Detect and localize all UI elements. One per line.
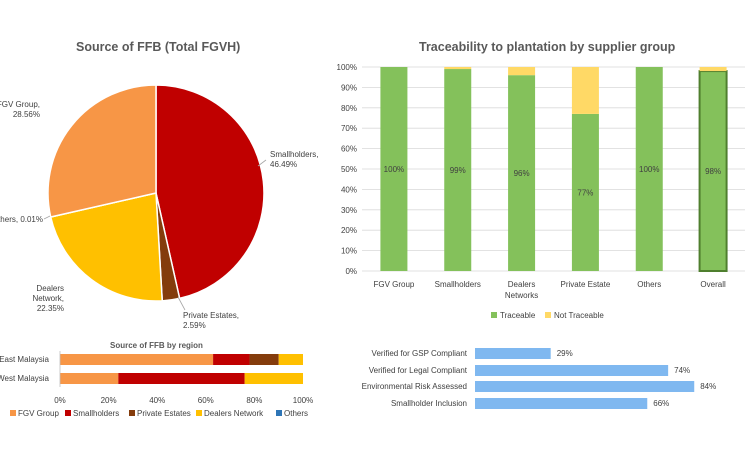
bar-data-label: 99% xyxy=(450,166,466,175)
compliance-data-label: 74% xyxy=(674,366,690,375)
pie-label-smallholders: Smallholders, xyxy=(270,150,318,159)
region-chart: East Malaysia West Malaysia 0% 20% 40% 60% 80%… xyxy=(0,351,313,418)
legend-label: Not Traceable xyxy=(554,311,604,320)
compliance-bar-label: Verified for Legal Compliant xyxy=(369,366,468,375)
region-legend-swatch-private-estates xyxy=(129,410,135,416)
region-legend-label: Smallholders xyxy=(73,409,119,418)
x-tick-label: Private Estate xyxy=(561,280,611,289)
pie-chart: Smallholders,46.49% Private Estates,2.59%… xyxy=(0,84,318,330)
bar-traceable-dealers xyxy=(508,75,536,271)
y-tick-label: 10% xyxy=(341,247,357,256)
bar-data-label: 100% xyxy=(384,165,404,174)
y-tick-label: 60% xyxy=(341,145,357,154)
pie-label-dealers-network: 22.35% xyxy=(37,304,64,313)
region-row-label: West Malaysia xyxy=(0,374,50,383)
legend-label: Traceable xyxy=(500,311,536,320)
legend-swatch-not-traceable xyxy=(545,312,551,318)
compliance-bar-verified-for-legal-compliant xyxy=(475,365,669,376)
legend-swatch-traceable xyxy=(491,312,497,318)
compliance-bar-label: Smallholder Inclusion xyxy=(391,399,467,408)
region-legend-swatch-smallholders xyxy=(65,410,71,416)
pie-slice-smallholders xyxy=(155,84,265,300)
pie-slice-fgv-group xyxy=(47,84,157,218)
pie-label-dealers-network: Network, xyxy=(32,294,64,303)
pie-label-fgv-group: 28.56% xyxy=(13,110,40,119)
region-chart-title: Source of FFB by region xyxy=(110,341,203,350)
pie-leader-smallholders xyxy=(257,159,267,167)
traceability-chart-title: Traceability to plantation by supplier g… xyxy=(419,40,676,54)
y-tick-label: 80% xyxy=(341,104,357,113)
x-tick-label: Overall xyxy=(700,280,726,289)
compliance-data-label: 29% xyxy=(557,349,573,358)
region-bar-fgv-group xyxy=(60,354,214,365)
region-bar-smallholders xyxy=(213,354,250,365)
compliance-chart: Verified for GSP Compliant 29% Verified fo… xyxy=(362,348,716,409)
x-tick-label: Others xyxy=(637,280,661,289)
bar-not-traceable-smallholders xyxy=(444,67,472,70)
y-tick-label: 20% xyxy=(341,226,357,235)
bar-data-label: 96% xyxy=(514,169,530,178)
region-bar-smallholders xyxy=(118,373,245,384)
region-x-tick-label: 40% xyxy=(149,396,165,405)
x-tick-label: Dealers xyxy=(508,280,536,289)
y-tick-label: 70% xyxy=(341,124,357,133)
compliance-bar-label: Environmental Risk Assessed xyxy=(362,382,467,391)
region-legend-label: Private Estates xyxy=(137,409,191,418)
pie-leader-others xyxy=(43,215,51,220)
y-tick-label: 40% xyxy=(341,185,357,194)
region-legend-label: Others xyxy=(284,409,308,418)
region-x-tick-label: 60% xyxy=(198,396,214,405)
pie-label-private-estates: Private Estates, xyxy=(183,311,239,320)
region-bar-fgv-group xyxy=(60,373,119,384)
traceability-chart: 0% 10% 20% 30% 40% 50% 60% 70% 80% 90% 100% 100% FGV… xyxy=(337,63,745,320)
compliance-bar-verified-for-gsp-compliant xyxy=(475,348,551,359)
y-tick-label: 90% xyxy=(341,83,357,92)
bar-traceable-fgv-group xyxy=(380,67,408,271)
x-tick-label: FGV Group xyxy=(373,280,414,289)
region-row-label: East Malaysia xyxy=(0,355,50,364)
compliance-bar-environmental-risk-assessed xyxy=(475,381,695,392)
region-bar-dealers-network xyxy=(278,354,303,365)
bar-data-label: 77% xyxy=(577,188,593,197)
pie-leader-private-estates xyxy=(177,296,186,311)
region-legend-label: FGV Group xyxy=(18,409,59,418)
bar-traceable-smallholders xyxy=(444,69,472,271)
region-x-tick-label: 100% xyxy=(293,396,313,405)
bar-not-traceable-private-estate xyxy=(571,67,599,114)
region-x-tick-label: 20% xyxy=(101,396,117,405)
region-bar-dealers-network xyxy=(244,373,303,384)
y-tick-label: 100% xyxy=(337,63,357,72)
pie-label-dealers-network: Dealers xyxy=(36,284,64,293)
compliance-bar-smallholder-inclusion xyxy=(475,398,648,409)
pie-label-fgv-group: FGV Group, xyxy=(0,100,40,109)
region-legend-swatch-dealers-network xyxy=(196,410,202,416)
pie-label-private-estates: 2.59% xyxy=(183,321,206,330)
bar-traceable-overall xyxy=(698,70,728,272)
x-tick-label: Networks xyxy=(505,291,538,300)
pie-label-smallholders: 46.49% xyxy=(270,160,297,169)
y-tick-label: 0% xyxy=(345,267,357,276)
pie-chart-title: Source of FFB (Total FGVH) xyxy=(76,40,241,54)
region-bar-private-estates xyxy=(249,354,279,365)
x-tick-label: Smallholders xyxy=(435,280,481,289)
bar-not-traceable-dealers xyxy=(508,67,536,76)
compliance-data-label: 66% xyxy=(653,399,669,408)
bar-traceable-private-estate xyxy=(571,113,599,271)
region-x-tick-label: 80% xyxy=(246,396,262,405)
region-legend-swatch-others xyxy=(276,410,282,416)
bar-data-label: 98% xyxy=(705,167,721,176)
region-legend-label: Dealers Network xyxy=(204,409,264,418)
y-tick-label: 30% xyxy=(341,206,357,215)
region-legend-swatch-fgv-group xyxy=(10,410,16,416)
compliance-bar-label: Verified for GSP Compliant xyxy=(372,349,468,358)
y-tick-label: 50% xyxy=(341,165,357,174)
pie-label-others: Others, 0.01% xyxy=(0,215,43,224)
bar-data-label: 100% xyxy=(639,165,659,174)
pie-slice-dealers-network xyxy=(49,192,164,302)
compliance-data-label: 84% xyxy=(700,382,716,391)
bar-not-traceable-overall xyxy=(699,67,727,72)
region-x-tick-label: 0% xyxy=(54,396,66,405)
bar-traceable-others xyxy=(635,67,663,271)
